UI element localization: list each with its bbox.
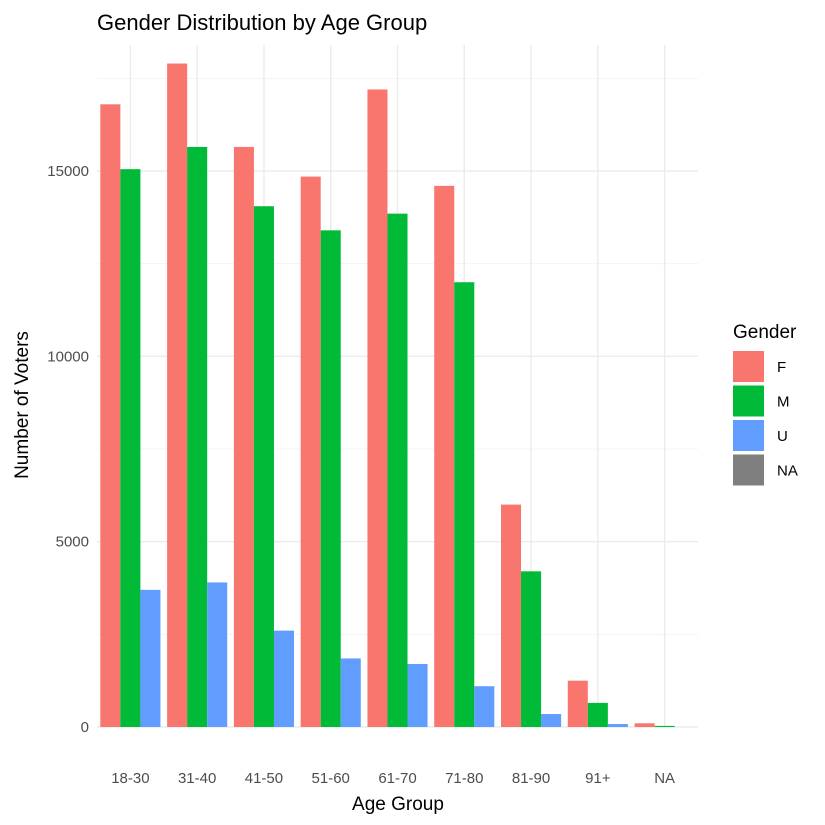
bar-M-61-70 xyxy=(387,213,408,728)
y-tick-label: 0 xyxy=(81,719,89,736)
legend-title: Gender xyxy=(733,322,797,343)
bar-F-71-80 xyxy=(434,185,455,727)
bar-M-81-90 xyxy=(521,571,542,727)
x-axis-title: Age Group xyxy=(352,794,444,815)
bar-F-NA xyxy=(634,723,655,727)
x-tick-label: 71-80 xyxy=(445,770,483,787)
bar-F-41-50 xyxy=(233,146,254,728)
bar-F-18-30 xyxy=(100,104,121,728)
legend-key-U xyxy=(733,420,764,451)
bar-U-18-30 xyxy=(140,589,161,727)
bar-U-61-70 xyxy=(407,663,428,727)
bar-M-41-50 xyxy=(253,206,274,727)
bar-F-81-90 xyxy=(501,504,522,727)
x-tick-label: 81-90 xyxy=(512,770,550,787)
legend-label-F: F xyxy=(777,359,786,376)
chart-title: Gender Distribution by Age Group xyxy=(97,10,427,35)
x-tick-label: 18-30 xyxy=(111,770,149,787)
y-axis-title: Number of Voters xyxy=(12,331,33,479)
bar-F-51-60 xyxy=(300,176,321,727)
x-axis-ticks: 18-30 31-40 41-50 51-60 61-70 71-80 81-90 91+ NA xyxy=(111,770,675,787)
bar-M-51-60 xyxy=(320,230,341,727)
bar-U-81-90 xyxy=(541,714,562,727)
bar-M-31-40 xyxy=(187,146,208,728)
bar-U-31-40 xyxy=(207,582,228,727)
bars xyxy=(100,63,675,728)
x-tick-label: 91+ xyxy=(585,770,611,787)
legend-label-U: U xyxy=(777,428,788,445)
legend: Gender F MU NA xyxy=(733,322,798,486)
legend-key-M xyxy=(733,385,764,417)
bar-F-91+ xyxy=(567,680,588,727)
y-tick-label: 15000 xyxy=(47,163,89,180)
bar-U-91+ xyxy=(607,724,628,727)
legend-key-F xyxy=(733,351,764,382)
bar-F-31-40 xyxy=(167,63,188,728)
y-axis-ticks: 0 5000 10000 15000 xyxy=(47,163,89,736)
bar-M-91+ xyxy=(587,702,608,727)
bar-U-51-60 xyxy=(340,658,361,727)
legend-key-NA xyxy=(733,454,764,486)
bar-U-41-50 xyxy=(273,630,294,727)
bar-M-NA xyxy=(654,725,675,727)
legend-label-M: M xyxy=(777,394,790,411)
legend-label-NA: NA xyxy=(777,463,798,480)
y-tick-label: 10000 xyxy=(47,348,89,365)
y-tick-label: 5000 xyxy=(56,534,89,551)
x-tick-label: 51-60 xyxy=(312,770,350,787)
bar-M-18-30 xyxy=(120,169,141,728)
x-tick-label: 31-40 xyxy=(178,770,216,787)
bar-U-71-80 xyxy=(474,686,495,727)
x-tick-label: NA xyxy=(654,770,675,787)
x-tick-label: 61-70 xyxy=(378,770,416,787)
x-tick-label: 41-50 xyxy=(245,770,283,787)
bar-F-61-70 xyxy=(367,89,388,727)
bar-M-71-80 xyxy=(454,282,475,727)
